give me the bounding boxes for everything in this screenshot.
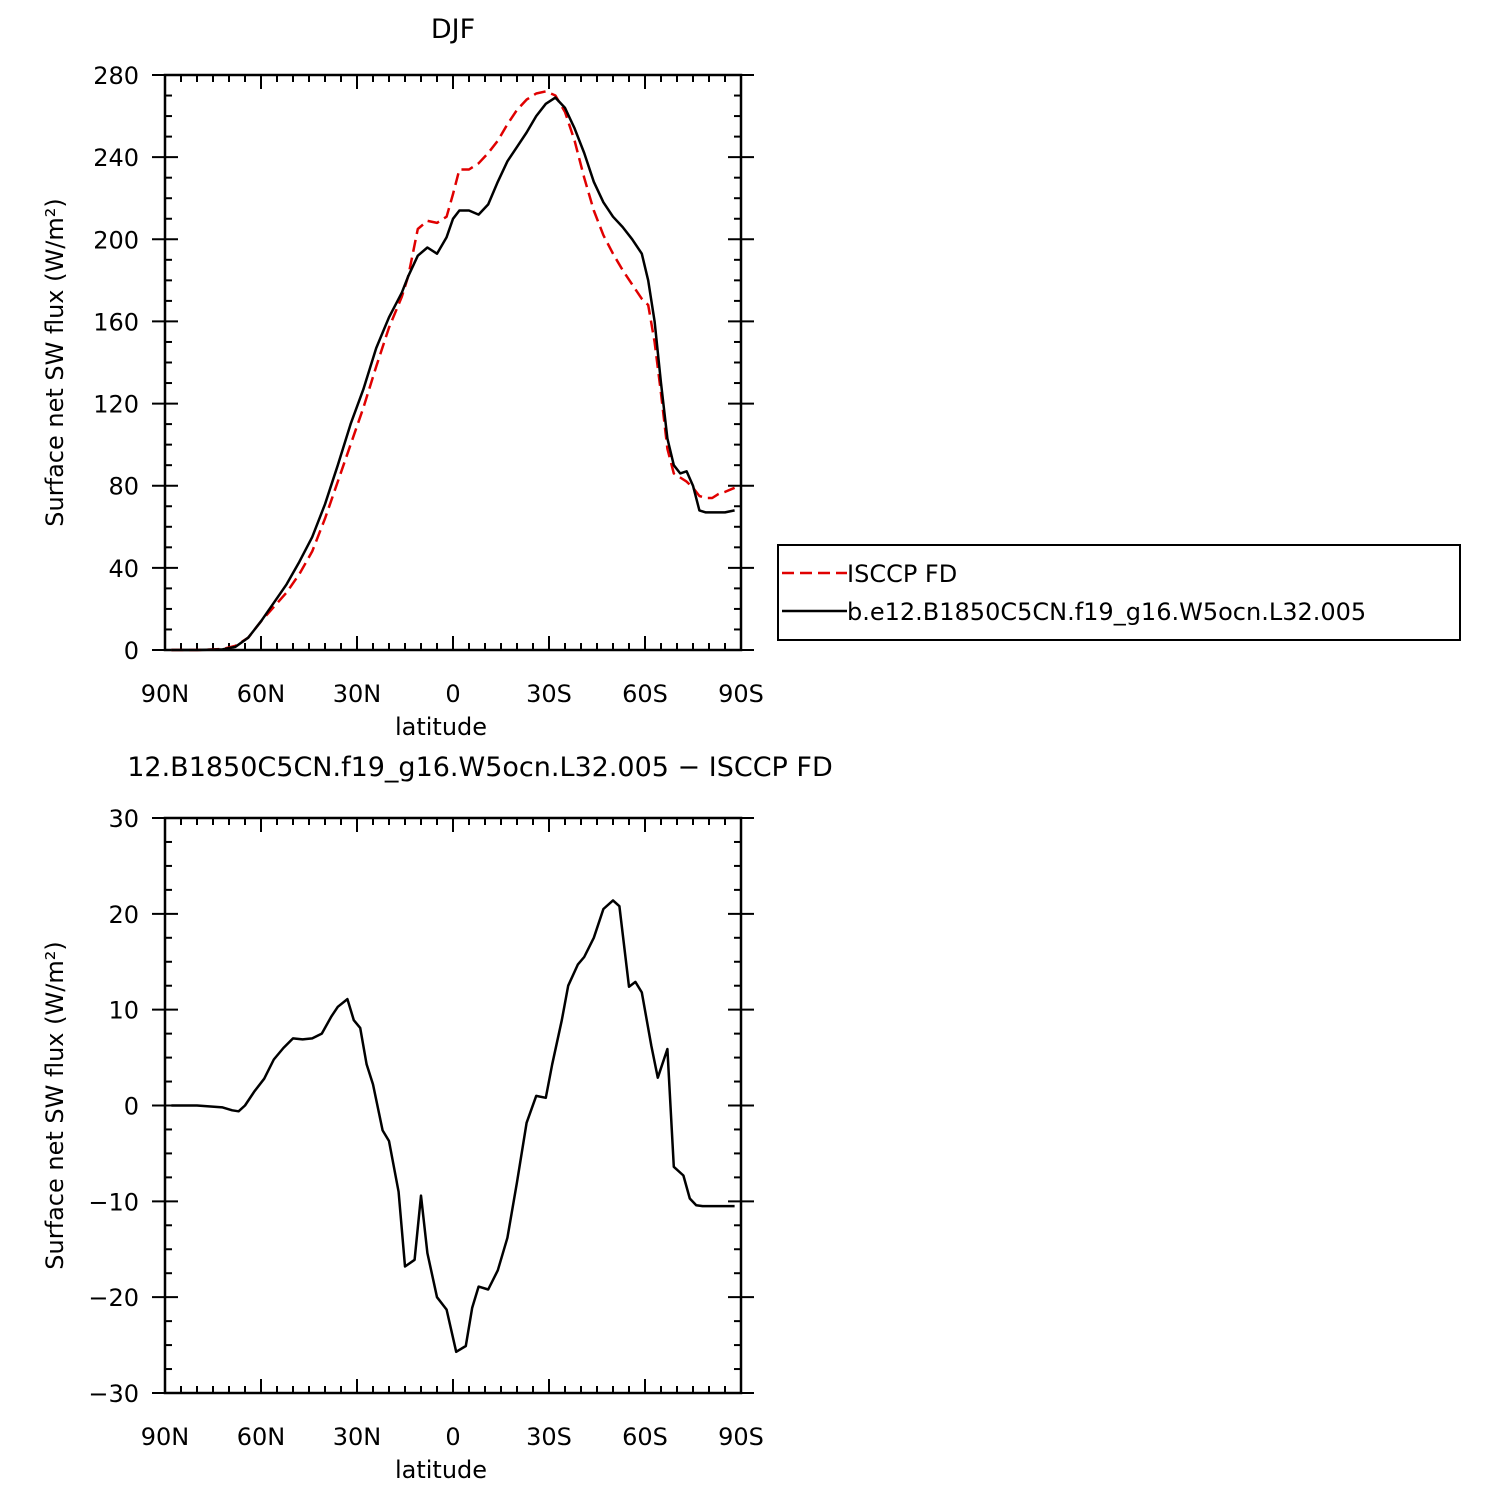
x-tick-label: 90N	[141, 680, 190, 708]
x-axis-label: latitude	[395, 1456, 487, 1484]
y-tick-label: 20	[108, 901, 139, 929]
x-tick-label: 0	[445, 1423, 460, 1451]
legend-box	[777, 544, 1461, 641]
x-tick-label: 90S	[718, 1423, 764, 1451]
x-tick-label: 30N	[333, 680, 382, 708]
x-tick-label: 60S	[622, 1423, 668, 1451]
legend-label: ISCCP FD	[847, 560, 957, 588]
plot-frame	[163, 816, 743, 1395]
top-panel-djf-line-chart: DJF 90N 60N 30N 0 30S 60S 90S 0 40 80 120 160 200 240 2…	[41, 14, 764, 741]
y-tick-label: −30	[88, 1380, 139, 1408]
model-series-line	[171, 96, 735, 652]
y-tick-label: 10	[108, 997, 139, 1025]
x-tick-label: 60N	[237, 680, 286, 708]
x-tick-label: 0	[445, 680, 460, 708]
x-tick-label: 30N	[333, 1423, 382, 1451]
y-tick-label: 160	[93, 308, 139, 336]
model-series-line	[171, 899, 735, 1354]
legend: ISCCP FD b.e12.B1850C5CN.f19_g16.W5ocn.L3…	[777, 544, 1461, 641]
obs-series-line	[171, 90, 736, 652]
y-axis-label: Surface net SW flux (W/m²)	[41, 198, 69, 526]
y-tick-label: −10	[88, 1188, 139, 1216]
x-tick-label: 60N	[237, 1423, 286, 1451]
y-tick-label: 80	[108, 473, 139, 501]
x-tick-label: 90S	[718, 680, 764, 708]
y-tick-label: 120	[93, 391, 139, 419]
y-axis-label: Surface net SW flux (W/m²)	[41, 941, 69, 1269]
bottom-panel-difference-line-chart: 12.B1850C5CN.f19_g16.W5ocn.L32.005 − ISC…	[41, 752, 833, 1484]
chart-title: DJF	[431, 14, 475, 45]
legend-label: b.e12.B1850C5CN.f19_g16.W5ocn.L32.005	[847, 598, 1366, 626]
plot-frame	[163, 73, 743, 652]
y-tick-label: 200	[93, 226, 139, 254]
y-tick-label: 0	[124, 1093, 139, 1121]
x-tick-label: 30S	[526, 1423, 572, 1451]
y-tick-label: 30	[108, 805, 139, 833]
y-tick-label: 280	[93, 62, 139, 90]
y-tick-label: 40	[108, 555, 139, 583]
x-tick-label: 60S	[622, 680, 668, 708]
x-tick-label: 30S	[526, 680, 572, 708]
x-tick-label: 90N	[141, 1423, 190, 1451]
y-tick-label: −20	[88, 1284, 139, 1312]
x-axis-label: latitude	[395, 713, 487, 741]
y-tick-label: 0	[124, 637, 139, 665]
y-tick-label: 240	[93, 144, 139, 172]
chart-title: 12.B1850C5CN.f19_g16.W5ocn.L32.005 − ISC…	[127, 752, 833, 783]
